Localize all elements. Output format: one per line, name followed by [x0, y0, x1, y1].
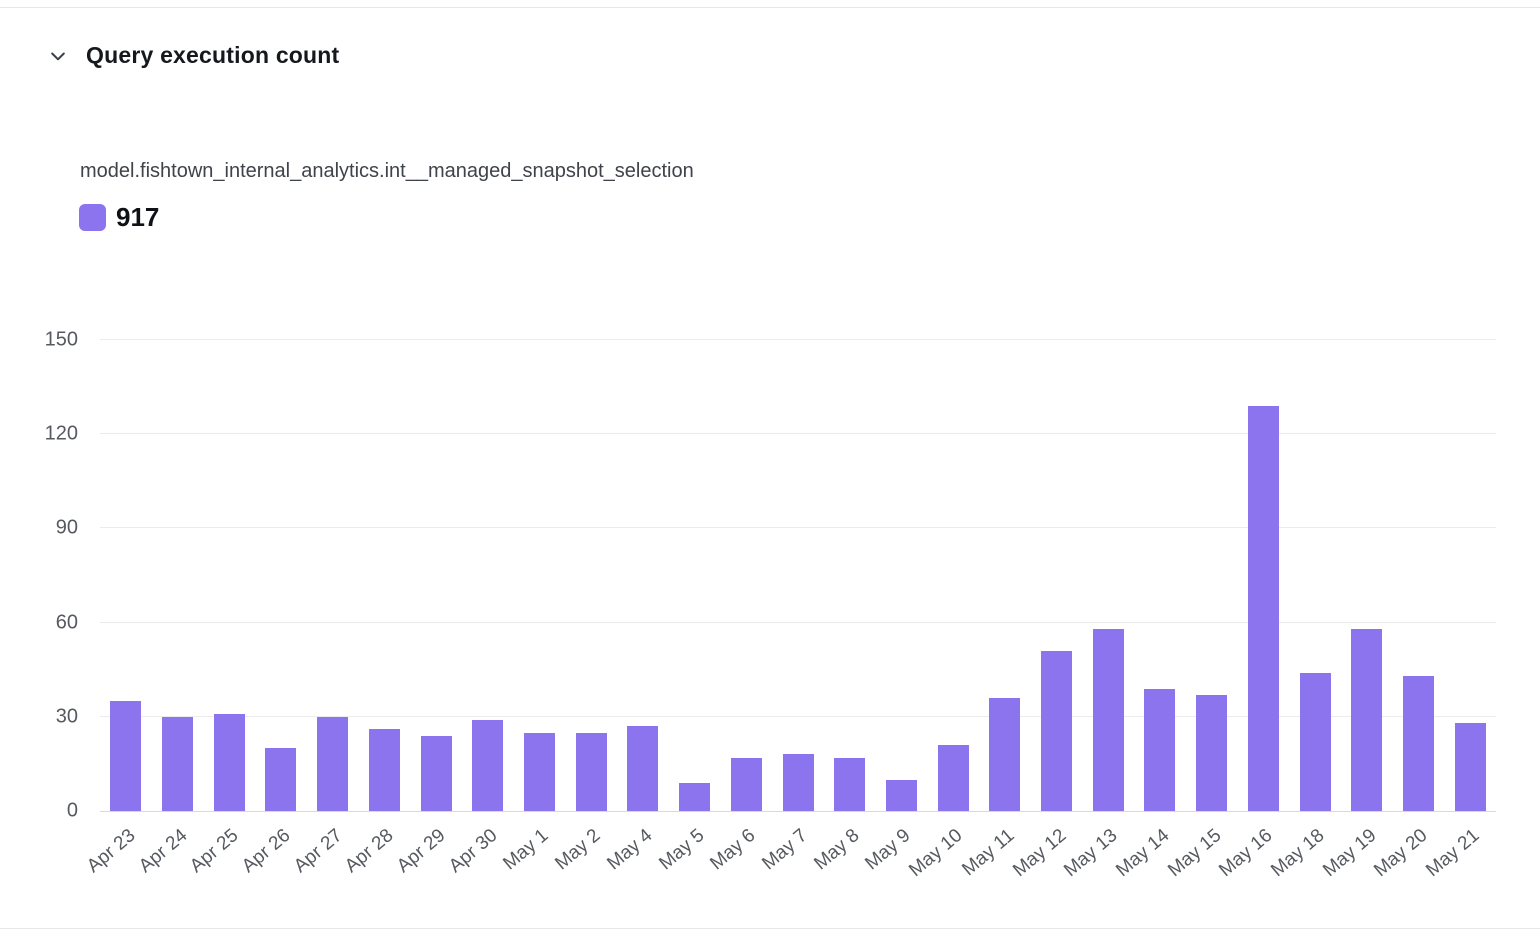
bar[interactable] [730, 757, 762, 811]
gridline [100, 339, 1496, 340]
bar[interactable] [368, 729, 400, 811]
bar[interactable] [1299, 672, 1331, 811]
x-axis-label: May 2 [551, 825, 605, 875]
x-axis-label: May 19 [1319, 825, 1381, 882]
bar[interactable] [679, 782, 711, 811]
x-axis-label: Apr 23 [82, 825, 140, 878]
page-title: Query execution count [86, 42, 340, 68]
x-axis-label: Apr 24 [134, 825, 192, 878]
bar[interactable] [162, 716, 194, 811]
x-axis-label: May 4 [603, 825, 657, 875]
y-tick-label: 0 [66, 799, 78, 822]
x-axis-label: May 15 [1163, 825, 1226, 882]
x-axis-label: May 5 [654, 825, 709, 875]
plot-area [100, 339, 1496, 812]
x-axis: Apr 23 Apr 24 Apr 25 Apr 26 Apr 27 Apr 28 Apr … [83, 819, 1496, 929]
gridline [100, 715, 1496, 717]
bar[interactable] [937, 745, 969, 811]
series-name-label: model.fishtown_internal_analytics.int__m… [80, 160, 694, 182]
bar[interactable] [1144, 688, 1176, 811]
bar[interactable] [1092, 628, 1124, 811]
x-axis-label: May 14 [1112, 825, 1174, 882]
x-axis-label: Apr 26 [238, 825, 295, 878]
x-axis-label: Apr 29 [393, 825, 450, 878]
x-axis-label: May 12 [1008, 825, 1071, 882]
top-divider [0, 7, 1540, 8]
bar[interactable] [782, 754, 814, 811]
x-axis-label: May 6 [706, 825, 760, 875]
bar[interactable] [1351, 628, 1383, 811]
bar[interactable] [110, 701, 142, 811]
y-tick-label: 90 [55, 516, 78, 539]
x-axis-label: May 18 [1267, 825, 1329, 882]
bar[interactable] [265, 748, 297, 811]
bar[interactable] [1454, 723, 1486, 811]
x-axis-label: Apr 25 [186, 825, 243, 878]
y-tick-label: 120 [44, 422, 78, 445]
x-axis-label: May 13 [1060, 825, 1122, 882]
bar[interactable] [834, 757, 866, 811]
chevron-down-icon [48, 46, 68, 66]
y-tick-label: 60 [55, 611, 78, 634]
bar[interactable] [213, 713, 245, 811]
gridline [100, 621, 1496, 623]
bar[interactable] [989, 697, 1021, 811]
bar[interactable] [523, 732, 555, 811]
legend-row: 917 [79, 202, 159, 233]
x-axis-label: Apr 30 [444, 825, 502, 878]
collapse-section-button[interactable] [46, 44, 70, 68]
x-axis-label: May 21 [1422, 825, 1484, 882]
bar[interactable] [1247, 405, 1279, 811]
x-axis-label: May 10 [905, 825, 967, 882]
bar[interactable] [1196, 694, 1228, 811]
x-axis-label: May 8 [810, 825, 864, 875]
y-axis: 0 30 60 90 120 150 [0, 329, 92, 822]
legend-swatch[interactable] [79, 204, 106, 231]
y-tick-label: 30 [55, 705, 78, 728]
bar[interactable] [420, 735, 452, 811]
x-axis-label: May 7 [758, 825, 812, 875]
x-axis-label: May 1 [499, 825, 553, 875]
y-tick-label: 150 [44, 328, 78, 351]
bar[interactable] [472, 719, 504, 811]
x-axis-label: May 11 [958, 825, 1019, 881]
x-axis-label: May 16 [1215, 825, 1277, 882]
bottom-divider [0, 928, 1540, 929]
x-axis-label: May 20 [1370, 825, 1432, 882]
bar[interactable] [1041, 650, 1073, 811]
bar[interactable] [575, 732, 607, 811]
x-axis-label: Apr 28 [341, 825, 398, 878]
gridline [100, 527, 1496, 529]
panel-header: Query execution count [46, 42, 339, 69]
gridline [100, 433, 1496, 435]
bar[interactable] [885, 779, 917, 811]
x-axis-label: Apr 27 [289, 825, 347, 878]
bar[interactable] [317, 716, 349, 811]
bar[interactable] [1402, 675, 1434, 811]
legend-total: 917 [116, 202, 160, 232]
bar[interactable] [627, 726, 659, 811]
